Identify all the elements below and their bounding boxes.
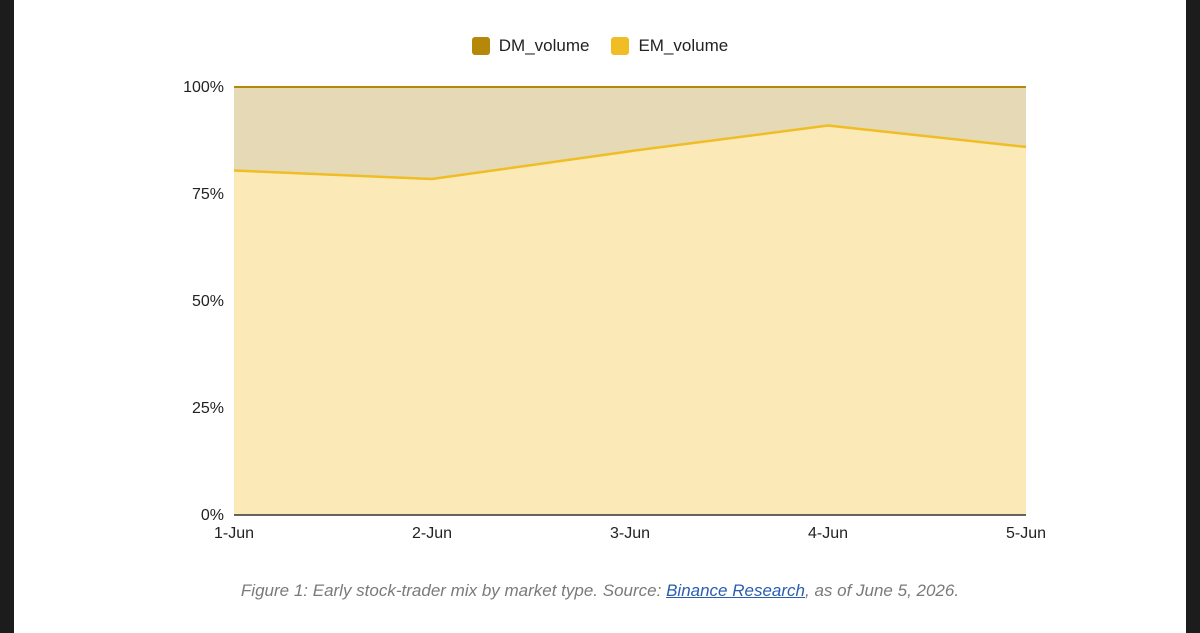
chart-legend: DM_volume EM_volume xyxy=(14,36,1186,56)
figure-page: DM_volume EM_volume 0% 25% 50% 75% 100% 1-Jun… xyxy=(14,0,1186,633)
y-tick-label-25: 25% xyxy=(192,400,224,417)
legend-label-dm: DM_volume xyxy=(498,36,590,55)
area-em-volume xyxy=(234,125,1026,516)
area-dm-volume xyxy=(234,87,1026,180)
x-tick-label-3: 4-Jun xyxy=(808,525,848,542)
x-tick-label-4: 5-Jun xyxy=(1006,525,1046,542)
figure-caption: Figure 1: Early stock-trader mix by mark… xyxy=(14,581,1186,601)
legend-swatch-dm xyxy=(471,37,490,55)
line-em-volume xyxy=(233,124,1027,181)
area-chart: 0% 25% 50% 75% 100% 1-Jun 2-Jun 3-Jun 4-Jun 5-Jun xyxy=(183,79,1046,542)
y-tick-label-0: 0% xyxy=(201,507,224,524)
tick-labels: 0% 25% 50% 75% 100% 1-Jun 2-Jun 3-Jun 4-Jun 5-Jun xyxy=(183,79,1046,542)
y-tick-label-50: 50% xyxy=(192,293,224,310)
legend-item-em[interactable]: EM_volume xyxy=(611,36,728,56)
caption-prefix: Figure 1: Early stock-trader mix by mark… xyxy=(240,581,667,600)
x-tick-label-1: 2-Jun xyxy=(412,525,452,542)
legend-item-dm[interactable]: DM_volume xyxy=(471,36,590,56)
caption-suffix: , as of June 5, 2026. xyxy=(805,581,960,600)
x-tick-label-2: 3-Jun xyxy=(610,525,650,542)
legend-swatch-em xyxy=(611,37,630,55)
y-tick-label-100: 100% xyxy=(183,79,224,96)
y-tick-label-75: 75% xyxy=(192,186,224,203)
legend-label-em: EM_volume xyxy=(638,36,729,55)
source-link[interactable]: Binance Research xyxy=(666,581,805,600)
area-series xyxy=(233,86,1027,516)
x-tick-label-0: 1-Jun xyxy=(214,525,254,542)
